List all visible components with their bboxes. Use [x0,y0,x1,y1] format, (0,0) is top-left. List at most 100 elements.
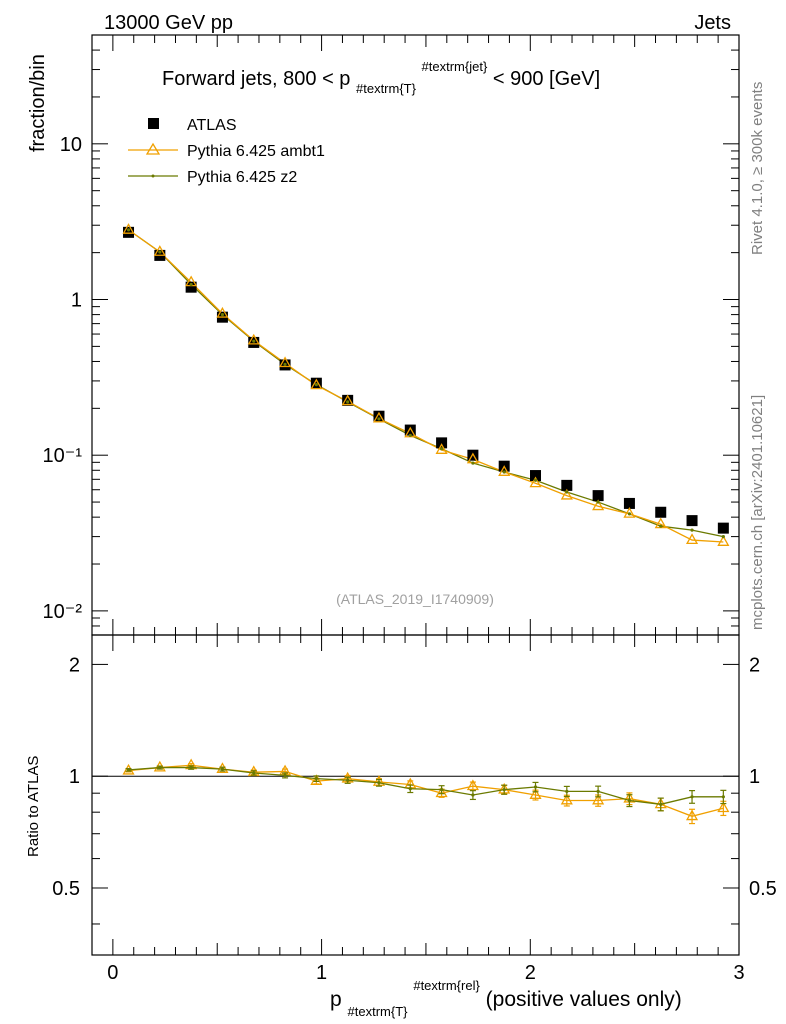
main-ytick-label: 10 [60,134,82,156]
ratio-ytick-label-right: 1 [749,766,760,788]
plot-title: Forward jets, 800 < p #textrm{T} #textrm… [162,54,600,98]
main-ylabel: fraction/bin [27,54,49,152]
ambt1-point [623,507,636,518]
z2-point [220,312,225,317]
mcplots-label: mcplots.cern.ch [arXiv:2401.10621] [749,395,766,630]
z2-point [408,433,412,438]
atlas-point [185,281,197,293]
z2-point [721,535,725,539]
header-left: 13000 GeV pp [104,12,233,34]
ratio-ytick-label-left: 2 [69,654,80,676]
ambt1-point [341,394,354,406]
atlas-point [686,515,698,527]
ratio-z2-point [627,798,632,803]
main-ytick-label: 1 [71,290,82,312]
x-axis-label-main: p [330,988,342,1011]
legend-atlas-marker [148,118,159,129]
z2-point [189,282,193,287]
analysis-watermark: (ATLAS_2019_I1740909) [336,591,494,607]
ratio-ambt1-point [717,801,730,813]
ratio-z2-point [690,795,694,799]
plot-title-tail: < 900 [GeV] [493,68,600,90]
z2-point [533,478,538,482]
legend-ambt1-marker [145,142,161,155]
ratio-ambt1-point [216,762,229,774]
ambt1-point [498,465,511,476]
z2-point [283,362,287,366]
ratio-z2-point [721,795,725,799]
z2-point [346,400,350,404]
atlas-point [655,506,667,518]
ratio-frame [91,634,740,956]
z2-point [502,470,506,474]
z2-point [252,339,256,343]
ratio-z2-point [346,778,350,782]
x-tick-label: 3 [733,962,744,984]
ratio-ytick-label-right: 2 [749,654,760,676]
z2-point [565,490,569,494]
ambt1-point [592,499,605,511]
ratio-ytick-label-left: 0.5 [52,878,80,900]
ratio-ytick-label-left: 1 [69,766,80,788]
z2-point [126,228,131,232]
atlas-point [530,470,542,482]
ratio-z2-point [314,777,318,781]
ratio-z2-point [565,789,569,794]
ambt1-point [372,411,386,423]
ratio-ytick-label-right: 0.5 [749,878,777,900]
x-axis-label-sub: #textrm{T} [348,1004,409,1019]
main-ytick-label: 10⁻¹ [43,445,83,467]
ambt1-point [278,356,292,368]
ratio-z2-point [408,787,412,791]
z2-point [659,524,663,528]
atlas-point [404,424,416,436]
ratio-ambt1-point [560,793,573,805]
x-axis-ticks: 0 1 2 3 [91,35,745,984]
legend-z2-label: Pythia 6.425 z2 [187,169,297,186]
z2-point [471,461,475,465]
ratio-ambt1-point [435,786,448,798]
ratio-z2-point [126,768,131,772]
ratio-ambt1-point [529,788,542,799]
ratio-z2-point [220,767,225,771]
ambt1-point [153,245,166,256]
ratio-z2-point [158,765,162,770]
ratio-ambt1-point [310,774,323,786]
x-axis-label-sup: #textrm{rel} [413,978,480,993]
x-axis-label: p #textrm{T} #textrm{rel} (positive valu… [330,972,682,1021]
main-ytick-label: 10⁻² [43,601,83,623]
ratio-z2-point [189,765,193,770]
main-line-ambt1 [128,229,724,543]
ambt1-point [216,306,229,318]
atlas-point [373,410,385,422]
ratio-z2-point [283,773,287,777]
ratio-line-z2 [128,766,724,805]
ratio-ambt1-point [592,793,605,805]
plot-title-main: Forward jets, 800 < p [162,68,350,90]
z2-point [377,417,381,421]
atlas-point [123,226,135,238]
ambt1-point [717,535,730,546]
ambt1-point [310,378,323,390]
ambt1-point [529,476,542,488]
z2-point [314,383,318,387]
atlas-point [561,479,573,491]
legend-atlas-label: ATLAS [187,117,237,134]
legend-z2-marker [151,174,155,178]
ambt1-point [685,533,699,545]
ratio-z2-point [439,788,444,792]
ratio-plot-series [122,758,730,825]
ambt1-point [247,333,260,345]
ratio-z2-point [596,789,600,794]
x-axis-label-tail: (positive values only) [486,988,682,1011]
ambt1-point [122,223,135,234]
ratio-z2-point [502,788,506,792]
atlas-point [592,490,604,502]
ambt1-point [435,443,448,454]
rivet-label: Rivet 4.1.0, ≥ 300k events [749,82,766,255]
atlas-point [717,522,729,534]
x-tick-label: 1 [316,962,327,984]
x-tick-label: 0 [107,962,118,984]
main-line-z2 [128,229,724,538]
